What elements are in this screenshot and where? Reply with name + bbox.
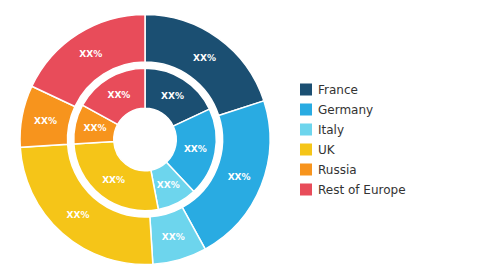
data-label: XX% [228, 172, 251, 182]
legend-label: UK [318, 143, 336, 157]
data-label: XX% [107, 90, 130, 100]
data-label: XX% [67, 210, 90, 220]
legend-swatch [300, 164, 312, 176]
legend-swatch [300, 124, 312, 136]
data-label: XX% [162, 232, 185, 242]
legend-label: Italy [318, 123, 344, 137]
chart: XX% XX% XX% XX% XX% XX% XX% XX% XX% XX% XX% XX% Fran… [0, 0, 484, 279]
data-label: XX% [193, 53, 216, 63]
legend-swatch [300, 184, 312, 196]
ring-slice [83, 68, 145, 124]
data-label: XX% [102, 175, 125, 185]
legend-label: Russia [318, 163, 357, 177]
data-labels: XX% XX% XX% XX% XX% XX% XX% XX% XX% XX% XX% XX% [34, 49, 251, 242]
ring-slice [74, 141, 158, 210]
data-label: XX% [34, 116, 57, 126]
data-label: XX% [184, 144, 207, 154]
ring-slice [150, 207, 205, 264]
rings [20, 15, 270, 265]
legend-label: Rest of Europe [318, 183, 406, 197]
data-label: XX% [157, 180, 180, 190]
data-label: XX% [84, 123, 107, 133]
legend-label: Germany [318, 103, 373, 117]
legend: France Germany Italy UK Russia Rest of Europe [300, 83, 406, 197]
legend-swatch [300, 104, 312, 116]
legend-swatch [300, 84, 312, 96]
legend-swatch [300, 144, 312, 156]
legend-label: France [318, 83, 358, 97]
ring-slice [32, 15, 145, 107]
data-label: XX% [79, 49, 102, 59]
data-label: XX% [161, 91, 184, 101]
